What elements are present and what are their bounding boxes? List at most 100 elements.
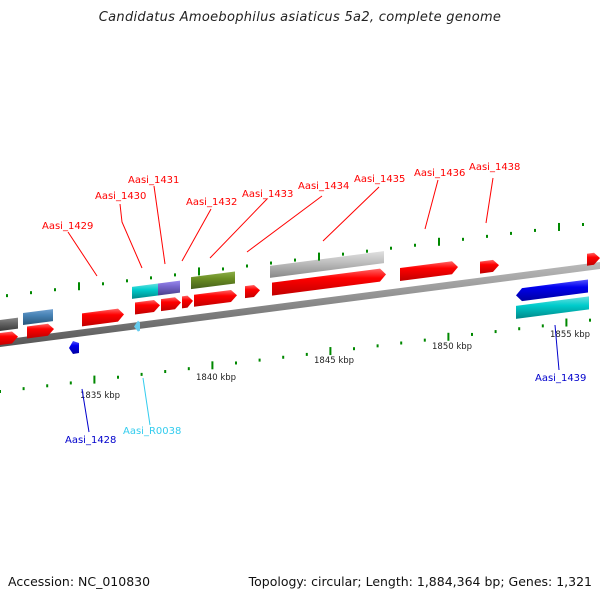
gene-label-aasi-1429[interactable]: Aasi_1429 (42, 221, 93, 232)
upper-tick (486, 234, 488, 238)
lower-tick (282, 355, 285, 359)
lower-tick (235, 361, 237, 365)
scale-labels: 1835 kbp 1840 kbp 1845 kbp 1850 kbp 1855… (80, 330, 590, 401)
lower-tick (187, 367, 190, 371)
feature-cyan-rev[interactable] (516, 296, 589, 319)
gene-label-aasi-1432[interactable]: Aasi_1432 (186, 197, 237, 208)
upper-tick (126, 279, 128, 283)
lower-tick (589, 318, 591, 322)
upper-tick (342, 252, 344, 256)
lower-tick (471, 332, 473, 336)
gene-label-aasi-1430[interactable]: Aasi_1430 (95, 191, 146, 202)
cds-red-1[interactable] (27, 323, 54, 339)
leader-aasi-r0038 (142, 377, 151, 426)
forward-label-texts: Aasi_1429 Aasi_1430 Aasi_1431 Aasi_1432 … (42, 162, 520, 232)
upper-tick (390, 246, 392, 250)
cds-red-9[interactable] (400, 261, 458, 281)
upper-tick (102, 282, 104, 286)
cds-red-7[interactable] (245, 284, 260, 299)
lower-tick (69, 381, 72, 385)
leader-aasi-1431 (153, 185, 166, 265)
feature-steelblue[interactable] (23, 309, 53, 326)
lower-tick (117, 375, 119, 379)
upper-tick (270, 261, 272, 265)
feature-grey[interactable] (270, 251, 384, 278)
gene-label-aasi-1428[interactable]: Aasi_1428 (65, 435, 116, 446)
upper-tick (198, 267, 200, 276)
gene-label-aasi-1436[interactable]: Aasi_1436 (414, 168, 465, 179)
upper-tick (582, 222, 584, 226)
tick-label-1850: 1850 kbp (432, 342, 472, 352)
upper-tick (174, 273, 176, 277)
upper-tick (534, 228, 536, 232)
cds-red-2[interactable] (82, 308, 124, 327)
leader-aasi-1438 (485, 177, 494, 224)
lower-tick (329, 347, 332, 356)
upper-tick (438, 237, 440, 246)
cds-red-5[interactable] (182, 295, 193, 309)
genome-summary-text: Topology: circular; Length: 1,884,364 bp… (248, 574, 592, 589)
cds-blue-1428[interactable] (69, 341, 79, 355)
feature-cyan[interactable] (132, 283, 158, 299)
gene-label-aasi-1434[interactable]: Aasi_1434 (298, 181, 349, 192)
leader-aasi-1439 (554, 324, 560, 371)
backbone (0, 262, 600, 347)
backbone-line (0, 262, 600, 347)
feature-darkgrey[interactable] (0, 317, 18, 331)
cds-red-6[interactable] (194, 289, 237, 307)
lower-tick (353, 347, 355, 351)
upper-tick (366, 249, 368, 253)
rna-r0038[interactable] (134, 320, 140, 332)
upper-tick (6, 294, 8, 298)
lower-tick (518, 327, 521, 331)
gene-label-aasi-1439[interactable]: Aasi_1439 (535, 373, 586, 384)
upper-tick (150, 276, 152, 280)
feature-purple[interactable] (158, 280, 180, 296)
upper-tick (294, 258, 296, 262)
cds-red-11[interactable] (587, 252, 600, 266)
upper-tick (78, 282, 80, 291)
cds-blue-1439[interactable] (516, 279, 588, 302)
lower-tick (211, 361, 214, 370)
lower-tick (164, 370, 167, 374)
forward-gene-labels (67, 177, 494, 277)
lower-tick (305, 352, 308, 356)
lower-tick (447, 332, 450, 341)
upper-tick (222, 267, 224, 271)
cds-red-10[interactable] (480, 259, 499, 274)
gene-features (0, 251, 600, 355)
gene-label-aasi-r0038[interactable]: Aasi_R0038 (123, 426, 181, 437)
gene-label-aasi-1431[interactable]: Aasi_1431 (128, 175, 179, 186)
lower-tick (0, 390, 1, 393)
tick-label-1845: 1845 kbp (314, 356, 354, 366)
upper-tick (510, 231, 512, 235)
feature-olive[interactable] (191, 271, 235, 290)
gene-label-aasi-1438[interactable]: Aasi_1438 (469, 162, 520, 173)
tick-label-1835: 1835 kbp (80, 391, 120, 401)
tick-label-1840: 1840 kbp (196, 373, 236, 383)
upper-tick (558, 222, 560, 231)
gene-label-aasi-1435[interactable]: Aasi_1435 (354, 174, 405, 185)
upper-tick (318, 252, 320, 261)
lower-tick (400, 341, 403, 345)
lower-tick (494, 330, 497, 334)
lower-tick (22, 387, 25, 391)
leader-aasi-1428 (81, 388, 90, 433)
accession-text: Accession: NC_010830 (8, 574, 151, 589)
cds-red-3[interactable] (135, 299, 160, 315)
leader-aasi-1433 (209, 198, 268, 259)
leader-aasi-1432 (181, 208, 212, 262)
tick-label-1855: 1855 kbp (550, 330, 590, 340)
lower-tick (93, 375, 96, 384)
leader-aasi-1434 (246, 195, 323, 253)
cds-red-8[interactable] (272, 268, 386, 296)
lower-tick (423, 338, 426, 342)
lower-tick (541, 324, 544, 328)
leader-aasi-1429 (67, 231, 98, 277)
upper-tick (414, 243, 416, 247)
upper-tick (246, 264, 248, 268)
cds-red-0[interactable] (0, 331, 18, 345)
gene-label-aasi-1433[interactable]: Aasi_1433 (242, 189, 293, 200)
cds-red-4[interactable] (161, 297, 181, 312)
